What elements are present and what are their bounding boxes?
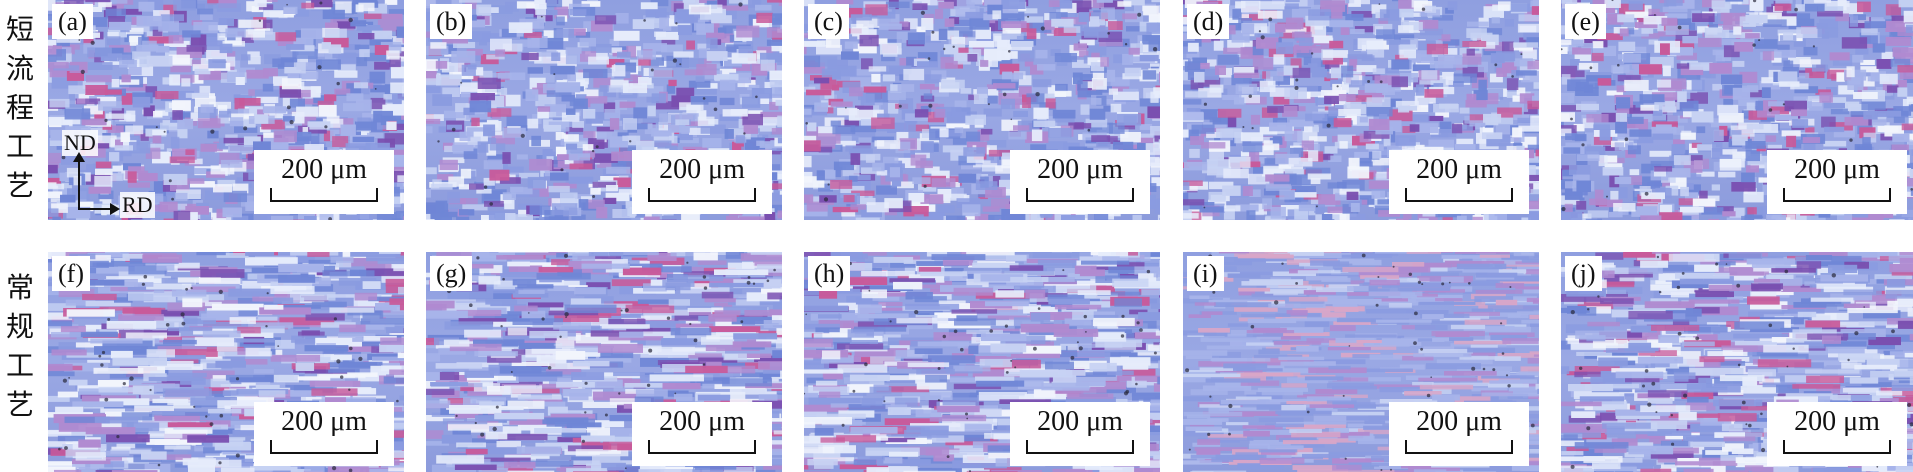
row-label-char: 常: [6, 268, 34, 307]
scale-bar-label: 200 μm: [632, 154, 772, 186]
scale-bar: [648, 440, 756, 454]
panel-label: (b): [430, 4, 472, 39]
panel-label: (c): [808, 4, 849, 39]
scale-bar: [1405, 188, 1513, 202]
scale-bar-box: 200 μm: [632, 150, 772, 214]
micrograph-panel: (i) 200 μm: [1183, 252, 1539, 472]
micrograph-panel: (b) 200 μm: [426, 0, 782, 220]
row-label-char: 工: [6, 346, 34, 385]
scale-bar-label: 200 μm: [254, 154, 394, 186]
micrograph-panel: (f) 200 μm: [48, 252, 404, 472]
scale-bar-label: 200 μm: [1010, 406, 1150, 438]
scale-bar-box: 200 μm: [254, 402, 394, 466]
scale-bar: [1783, 188, 1891, 202]
panel-label: (d): [1187, 4, 1229, 39]
scale-bar-label: 200 μm: [1010, 154, 1150, 186]
scale-bar-box: 200 μm: [1767, 402, 1907, 466]
panel-label: (g): [430, 256, 472, 291]
scale-bar-box: 200 μm: [1010, 402, 1150, 466]
micrograph-panel: (h) 200 μm: [804, 252, 1160, 472]
scale-bar-box: 200 μm: [254, 150, 394, 214]
scale-bar: [1405, 440, 1513, 454]
panel-label: (i): [1187, 256, 1224, 291]
rd-arrow-icon: [110, 203, 120, 215]
micrograph-panel: (d) 200 μm: [1183, 0, 1539, 220]
scale-bar-label: 200 μm: [254, 406, 394, 438]
panel-label: (f): [52, 256, 90, 291]
row-label-char: 规: [6, 307, 34, 346]
micrograph-panel: (c) 200 μm: [804, 0, 1160, 220]
micrograph-panel: (e) 200 μm: [1561, 0, 1913, 220]
scale-bar-label: 200 μm: [1767, 406, 1907, 438]
scale-bar-label: 200 μm: [1767, 154, 1907, 186]
scale-bar-label: 200 μm: [1389, 154, 1529, 186]
scale-bar-box: 200 μm: [632, 402, 772, 466]
micrograph-panel: (g) 200 μm: [426, 252, 782, 472]
micrograph-panel: (j) 200 μm: [1561, 252, 1913, 472]
panel-label: (h): [808, 256, 850, 291]
scale-bar-label: 200 μm: [632, 406, 772, 438]
rd-axis-label: RD: [120, 192, 155, 218]
scale-bar-box: 200 μm: [1389, 150, 1529, 214]
scale-bar: [1026, 188, 1134, 202]
row-label-char: 程: [6, 88, 34, 127]
scale-bar: [1026, 440, 1134, 454]
row-label-char: 流: [6, 49, 34, 88]
panel-label: (e): [1565, 4, 1606, 39]
scale-bar: [648, 188, 756, 202]
panel-label: (j): [1565, 256, 1602, 291]
scale-bar-box: 200 μm: [1010, 150, 1150, 214]
scale-bar: [270, 188, 378, 202]
row-label-char: 艺: [6, 385, 34, 424]
panel-label: (a): [52, 4, 93, 39]
row-label-short-process: 短 流 程 工 艺: [0, 10, 40, 205]
scale-bar-label: 200 μm: [1389, 406, 1529, 438]
nd-axis-line: [78, 158, 80, 210]
rd-axis-line: [78, 208, 112, 210]
scale-bar-box: 200 μm: [1389, 402, 1529, 466]
scale-bar: [1783, 440, 1891, 454]
row-label-conventional-process: 常 规 工 艺: [0, 268, 40, 424]
row-label-char: 短: [6, 10, 34, 49]
scale-bar: [270, 440, 378, 454]
nd-arrow-icon: [73, 152, 85, 162]
row-label-char: 艺: [6, 166, 34, 205]
row-label-char: 工: [6, 127, 34, 166]
scale-bar-box: 200 μm: [1767, 150, 1907, 214]
